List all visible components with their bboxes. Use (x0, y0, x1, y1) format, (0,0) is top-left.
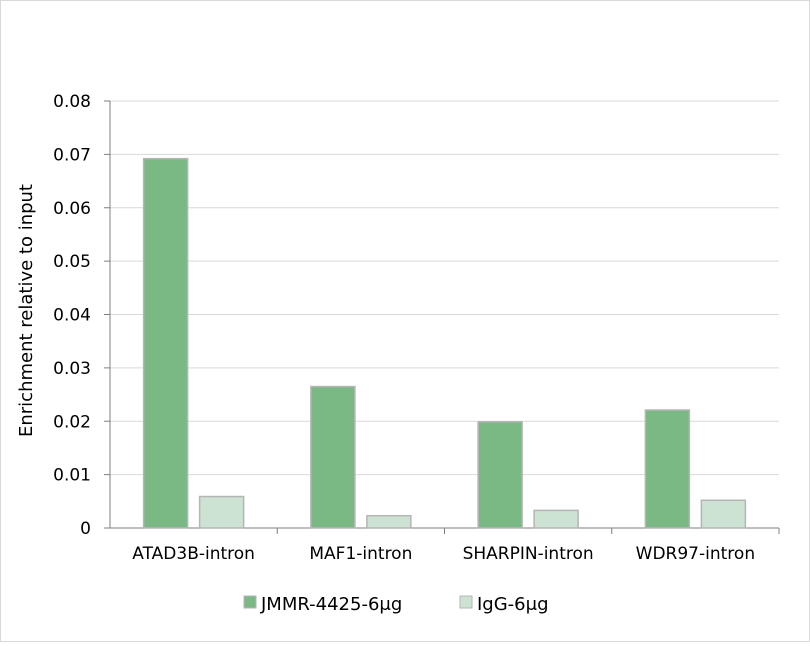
bar-series-1 (310, 385, 356, 529)
legend-swatch (243, 595, 257, 609)
x-tick-label: MAF1-intron (309, 544, 412, 564)
x-tick-label: WDR97-intron (636, 544, 755, 564)
bar-series-1 (644, 409, 691, 529)
y-tick-label: 0.03 (53, 359, 91, 379)
bar-series-2 (700, 499, 747, 529)
x-tick-label: ATAD3B-intron (132, 544, 255, 564)
bar-series-1 (142, 157, 189, 529)
legend-label: IgG-6μg (477, 594, 549, 615)
y-tick-label: 0.08 (53, 92, 91, 112)
bar-series-2 (366, 514, 412, 529)
legend: JMMR-4425-6μg IgG-6μg (243, 594, 549, 615)
y-tick-label: 0 (80, 519, 91, 539)
y-tick-label: 0.07 (53, 145, 91, 165)
x-tick-label: SHARPIN-intron (463, 544, 594, 564)
y-tick-label: 0.05 (53, 252, 91, 272)
bar-series-1 (477, 421, 523, 529)
y-axis-title: Enrichment relative to input (16, 184, 37, 437)
bar-series-2 (533, 509, 579, 529)
y-tick-label: 0.04 (53, 306, 91, 326)
gridlines (110, 100, 779, 476)
y-tick-label: 0.06 (53, 199, 91, 219)
y-tick-label: 0.01 (53, 466, 91, 486)
bars (142, 157, 747, 529)
tick-labels: 0 0.01 0.02 0.03 0.04 0.05 0.06 0.07 0.08 ATAD3B-… (53, 92, 755, 564)
y-tick-label: 0.02 (53, 412, 91, 432)
legend-swatch (459, 595, 473, 609)
bar-series-2 (198, 495, 245, 529)
legend-label: JMMR-4425-6μg (260, 594, 402, 615)
